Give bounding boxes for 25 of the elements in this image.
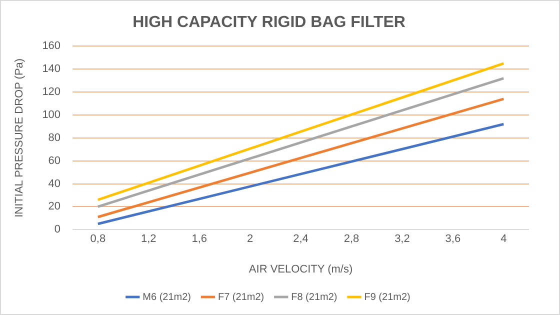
legend-label: M6 (21m2) — [142, 292, 191, 303]
y-tick-label: 40 — [48, 178, 61, 190]
y-tick-label: 80 — [48, 132, 61, 144]
y-tick-label: 20 — [48, 200, 61, 213]
legend-label: F8 (21m2) — [291, 292, 338, 303]
x-tick-label: 2,8 — [344, 233, 360, 246]
y-tick-label: 60 — [48, 154, 61, 167]
x-tick-label: 1,6 — [192, 233, 207, 246]
x-tick-label: 4 — [500, 233, 507, 246]
y-axis-title: INITIAL PRESSURE DROP (Pa) — [14, 58, 26, 218]
legend-label: F7 (21m2) — [218, 292, 264, 303]
x-tick-label: 2 — [247, 233, 254, 246]
y-tick-label: 0 — [54, 224, 61, 236]
y-tick-label: 160 — [42, 40, 61, 52]
x-tick-label: 2,4 — [293, 233, 308, 246]
x-tick-label: 3,6 — [445, 233, 461, 246]
y-tick-label: 140 — [42, 63, 61, 76]
chart-title: HIGH CAPACITY RIGID BAG FILTER — [132, 14, 406, 32]
x-tick-label: 1,2 — [140, 233, 156, 246]
y-tick-label: 120 — [42, 86, 61, 98]
x-axis-title: AIR VELOCITY (m/s) — [248, 263, 353, 276]
y-tick-label: 100 — [42, 109, 61, 122]
x-tick-label: 3,2 — [394, 233, 410, 246]
legend-label: F9 (21m2) — [364, 292, 410, 303]
x-tick-label: 0,8 — [90, 233, 106, 246]
